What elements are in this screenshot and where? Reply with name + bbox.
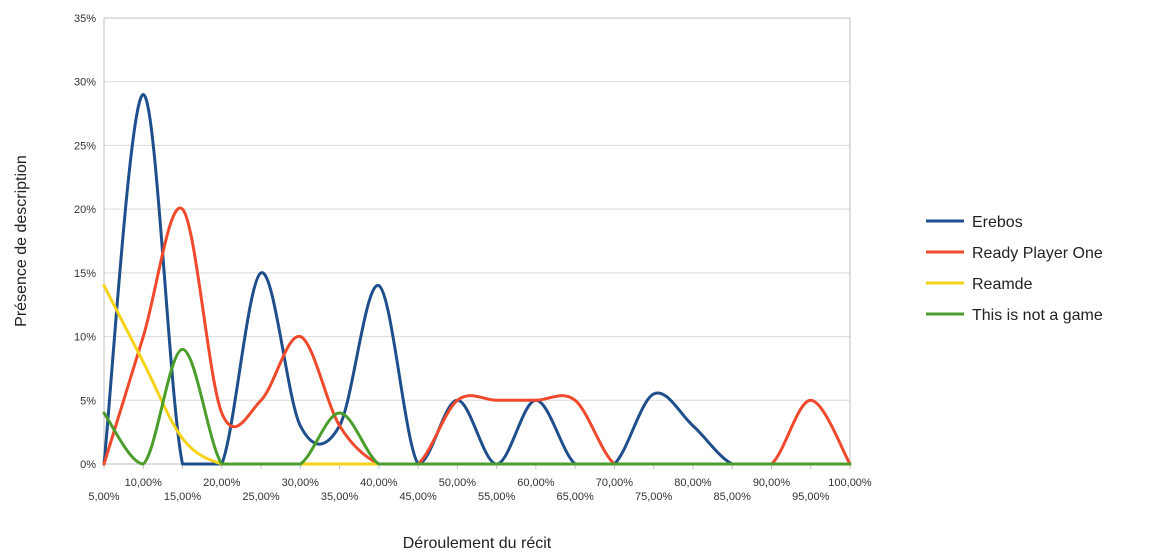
y-tick-label: 10% — [74, 332, 96, 344]
y-tick-label: 25% — [74, 140, 96, 152]
x-tick-label: 10,00% — [125, 477, 163, 489]
y-tick-label: 30% — [74, 77, 96, 89]
x-tick-label: 40,00% — [360, 477, 398, 489]
x-tick-label: 65,00% — [557, 491, 595, 503]
series-line-0 — [102, 92, 852, 466]
x-axis-ticks: 5,00% 10,00%15,00%20,00%25,00%30,00%35,00… — [88, 464, 872, 503]
legend: Erebos Ready Player One Reamde This is not … — [926, 214, 1103, 324]
y-tick-label: 5% — [80, 395, 96, 407]
series-lines — [102, 92, 852, 466]
series-line-2 — [102, 284, 852, 466]
x-tick-label: 80,00% — [674, 477, 712, 489]
x-tick-label: 90,00% — [753, 477, 791, 489]
y-axis-ticks: 0% 5% 10% 15% 20% 25% 30% 35% — [74, 13, 96, 471]
x-tick-label: 35,00% — [321, 491, 359, 503]
x-tick-label: 45,00% — [399, 491, 437, 503]
y-axis-title: Présence de description — [13, 155, 30, 327]
x-tick-label: 20,00% — [203, 477, 241, 489]
x-tick-label: 50,00% — [439, 477, 477, 489]
y-tick-label: 20% — [74, 204, 96, 216]
y-tick-label: 0% — [80, 459, 96, 471]
legend-label: This is not a game — [972, 307, 1103, 324]
x-tick-label: 95,00% — [792, 491, 830, 503]
x-tick-label: 15,00% — [164, 491, 202, 503]
y-tick-label: 15% — [74, 268, 96, 280]
legend-label: Ready Player One — [972, 245, 1103, 262]
x-tick-label: 25,00% — [242, 491, 280, 503]
grid-lines — [104, 17, 850, 465]
x-axis-title: Déroulement du récit — [403, 535, 552, 552]
x-tick-label: 30,00% — [282, 477, 320, 489]
x-tick-label: 55,00% — [478, 491, 516, 503]
x-tick-label: 100,00% — [828, 477, 872, 489]
x-tick-label: 60,00% — [517, 477, 555, 489]
y-tick-label: 35% — [74, 13, 96, 25]
legend-label: Erebos — [972, 214, 1023, 231]
series-line-3 — [102, 347, 852, 466]
x-tick-label: 70,00% — [596, 477, 634, 489]
legend-label: Reamde — [972, 276, 1033, 293]
x-tick-label: 75,00% — [635, 491, 673, 503]
series-line-1 — [102, 206, 852, 466]
x-tick-label: 85,00% — [714, 491, 752, 503]
x-tick-label: 5,00% — [88, 491, 119, 503]
